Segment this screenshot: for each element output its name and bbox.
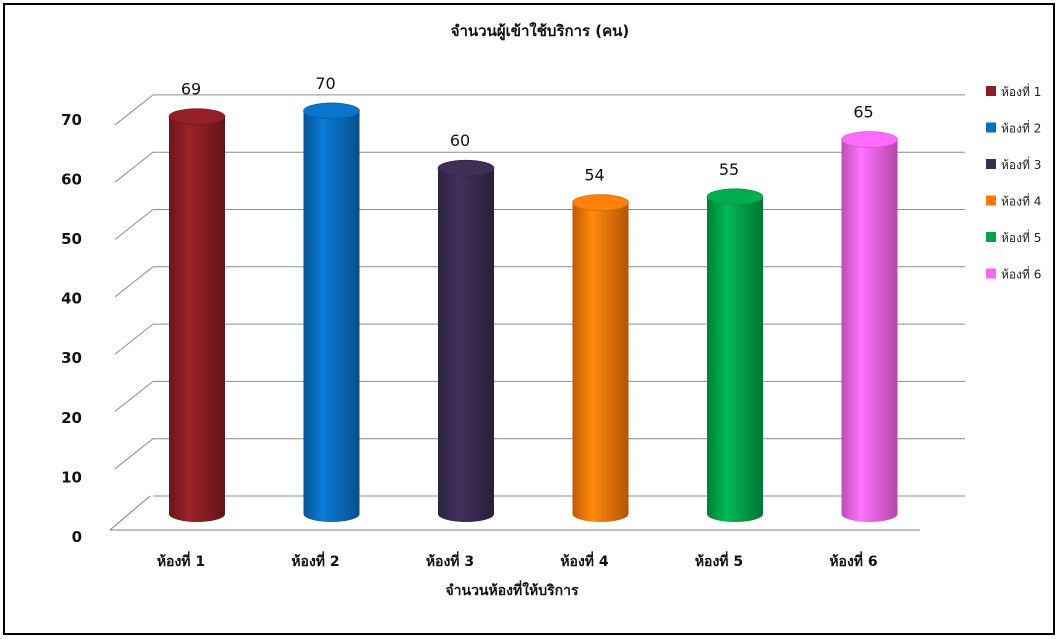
- y-tick-label: 30: [61, 349, 82, 367]
- x-tick-label: ห้องที่ 1: [157, 551, 205, 570]
- bar-4: [572, 194, 629, 522]
- legend-swatch: [986, 159, 996, 169]
- legend: ห้องที่ 1 ห้องที่ 2 ห้องที่ 3 ห้องที่ 4 ห้อง…: [986, 83, 1041, 282]
- bar-3: [437, 159, 495, 522]
- legend-label: ห้องที่ 5: [1001, 229, 1041, 245]
- bar-body: [707, 196, 763, 522]
- y-tick-label: 70: [61, 111, 82, 129]
- gridline-diagonal: [114, 323, 154, 355]
- x-tick-label: ห้องที่ 5: [695, 551, 743, 570]
- bar-5: [706, 188, 764, 522]
- legend-swatch: [986, 232, 996, 242]
- y-tick-label: 50: [61, 230, 82, 248]
- bar-body: [572, 202, 629, 522]
- x-tick-label: ห้องที่ 6: [829, 551, 877, 570]
- y-tick-label: 20: [61, 409, 82, 427]
- bar-2: [303, 102, 360, 523]
- x-axis-ticks: ห้องที่ 1 ห้องที่ 2 ห้องที่ 3 ห้องที่ 4 ห้อง…: [157, 551, 878, 570]
- y-tick-label: 10: [61, 468, 82, 486]
- legend-swatch: [986, 268, 996, 279]
- gridline-diagonal: [114, 94, 154, 126]
- gridline-diagonal: [114, 438, 154, 470]
- data-label: 70: [315, 74, 335, 93]
- y-tick-label: 60: [61, 170, 82, 188]
- data-labels: 69 70 60 54 55 65: [181, 74, 874, 185]
- legend-item-4: ห้องที่ 4: [986, 193, 1041, 209]
- bar-top: [168, 108, 226, 125]
- bar-body: [841, 139, 898, 523]
- x-tick-label: ห้องที่ 4: [560, 551, 609, 570]
- floor-edge: [109, 495, 151, 531]
- bar-top: [706, 188, 764, 206]
- y-tick-label: 0: [72, 528, 82, 546]
- gridline-diagonal: [114, 209, 154, 240]
- legend-swatch: [986, 86, 996, 96]
- legend-label: ห้องที่ 2: [1001, 120, 1041, 136]
- bar-1: [168, 108, 226, 522]
- y-axis-ticks: 0 10 20 30 40 50 60 70: [61, 111, 82, 546]
- gridline-diagonal: [114, 266, 154, 298]
- legend-item-1: ห้องที่ 1: [986, 83, 1041, 99]
- legend-item-6: ห้องที่ 6: [986, 266, 1041, 282]
- x-axis-label: จำนวนห้องที่ให้บริการ: [445, 580, 579, 599]
- bar-top: [841, 131, 898, 148]
- bar-top: [303, 102, 360, 120]
- legend-label: ห้องที่ 4: [1001, 193, 1041, 209]
- bars: [168, 102, 898, 523]
- data-label: 60: [450, 131, 470, 150]
- legend-swatch: [986, 195, 996, 206]
- bar-body: [303, 110, 360, 523]
- legend-item-3: ห้องที่ 3: [986, 156, 1041, 172]
- chart-title: จำนวนผู้เข้าใช้บริการ (คน): [451, 22, 630, 41]
- gridline-diagonal: [114, 151, 154, 183]
- gridline-diagonal: [114, 381, 154, 412]
- legend-label: ห้องที่ 1: [1001, 83, 1041, 99]
- data-label: 55: [719, 160, 739, 179]
- bar-top: [437, 159, 495, 177]
- legend-item-5: ห้องที่ 5: [986, 229, 1041, 245]
- legend-label: ห้องที่ 3: [1001, 156, 1041, 172]
- legend-swatch: [986, 122, 996, 133]
- data-label: 54: [584, 166, 604, 185]
- legend-item-2: ห้องที่ 2: [986, 120, 1041, 136]
- bar-top: [572, 194, 629, 211]
- bar-body: [438, 168, 494, 522]
- legend-label: ห้องที่ 6: [1001, 266, 1041, 282]
- gridlines: [109, 94, 965, 531]
- data-label: 69: [181, 80, 201, 99]
- x-tick-label: ห้องที่ 2: [291, 551, 339, 570]
- y-tick-label: 40: [61, 290, 82, 308]
- x-tick-label: ห้องที่ 3: [426, 551, 474, 570]
- bar-6: [841, 131, 898, 523]
- data-label: 65: [853, 103, 873, 122]
- bar-body: [169, 116, 225, 522]
